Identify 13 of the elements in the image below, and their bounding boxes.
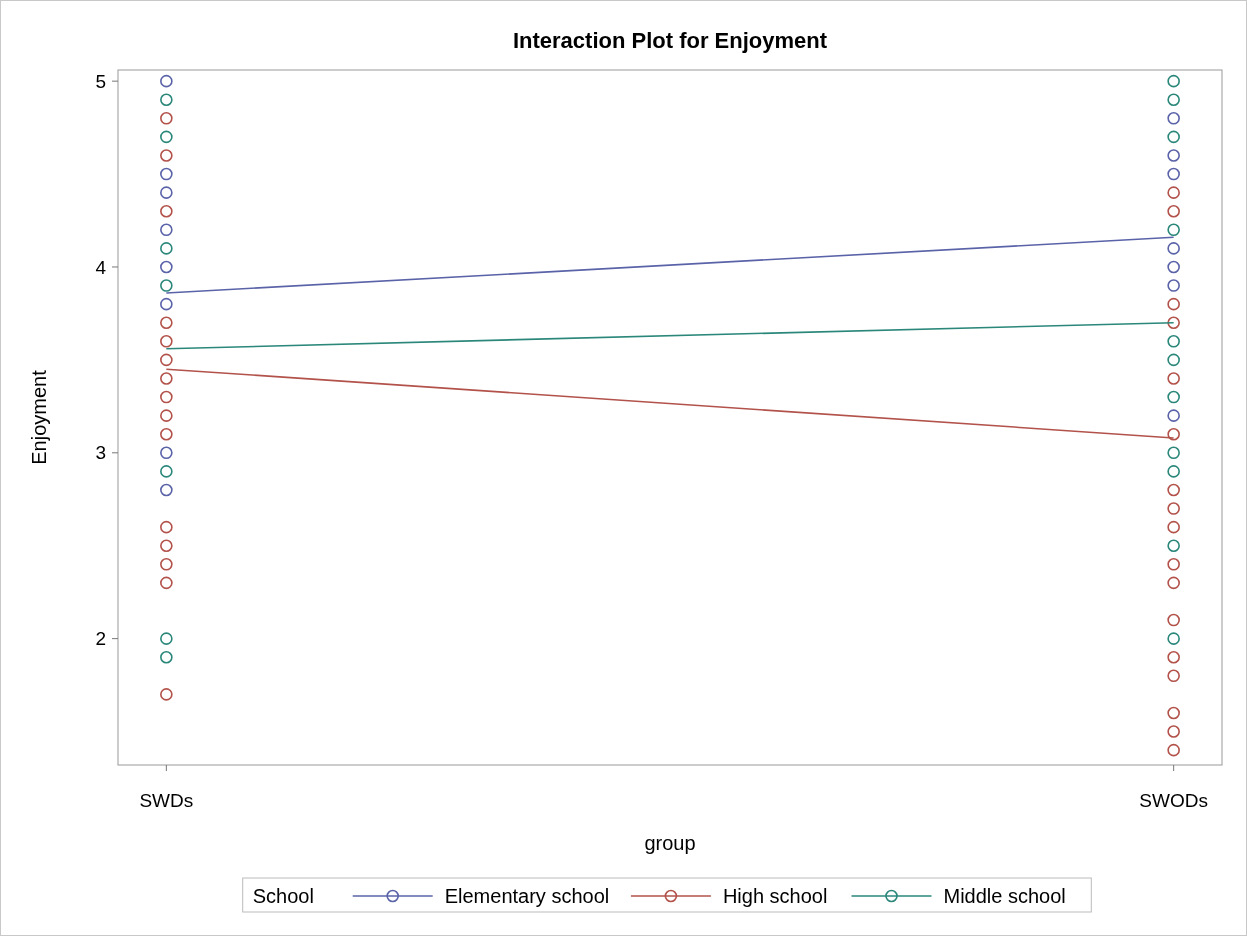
y-tick-label: 4 <box>95 256 107 278</box>
y-tick-label: 3 <box>95 442 106 464</box>
chart-title: Interaction Plot for Enjoyment <box>512 28 828 53</box>
legend-label: Middle school <box>943 885 1066 907</box>
y-tick-label: 5 <box>95 70 106 92</box>
x-axis-title: group <box>644 832 696 854</box>
x-tick-label: SWDs <box>139 790 194 811</box>
legend-label: Elementary school <box>444 885 610 907</box>
legend-title: School <box>252 885 314 907</box>
x-tick-label: SWODs <box>1139 790 1208 811</box>
y-tick-label: 2 <box>95 628 106 650</box>
y-axis-title: Enjoyment <box>28 369 50 465</box>
legend-label: High school <box>722 885 828 907</box>
